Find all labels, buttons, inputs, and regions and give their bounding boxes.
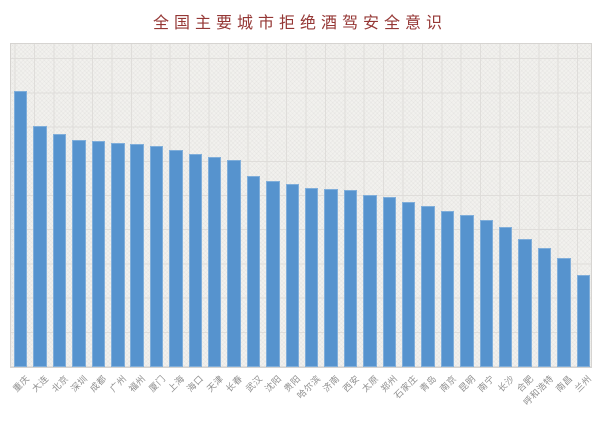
x-axis-label: 天津 xyxy=(204,373,226,394)
bar xyxy=(52,134,67,367)
bar xyxy=(479,220,493,367)
x-axis-label: 南昌 xyxy=(553,373,575,394)
x-axis-label: 石家庄 xyxy=(391,373,420,401)
x-axis-label: 昆明 xyxy=(456,373,478,394)
bar xyxy=(460,215,474,367)
x-axis-label: 太原 xyxy=(359,373,381,394)
x-axis-label: 成都 xyxy=(88,373,109,394)
x-axis-label: 武汉 xyxy=(243,373,264,394)
bar xyxy=(576,275,590,367)
bar xyxy=(169,150,183,367)
bar xyxy=(498,227,513,367)
chart-title: 全国主要城市拒绝酒驾安全意识 xyxy=(152,15,447,32)
x-axis-label: 济南 xyxy=(321,373,342,394)
bar xyxy=(440,211,455,367)
x-axis-label: 南京 xyxy=(437,373,458,394)
bar xyxy=(72,140,86,367)
x-axis-label: 兰州 xyxy=(573,373,594,394)
bar xyxy=(188,154,202,367)
bar xyxy=(518,239,532,367)
x-axis-label: 南宁 xyxy=(476,373,497,394)
x-axis-label: 长沙 xyxy=(495,373,517,394)
bar xyxy=(421,206,435,367)
bar xyxy=(246,176,261,367)
x-axis-label: 重庆 xyxy=(10,373,32,394)
x-axis-label: 郑州 xyxy=(379,373,400,394)
x-axis-label: 青岛 xyxy=(418,373,439,394)
x-axis-label: 沈阳 xyxy=(262,373,284,394)
bar xyxy=(285,184,299,367)
bar xyxy=(401,202,416,367)
x-axis-label: 长春 xyxy=(224,373,245,394)
bar xyxy=(343,190,358,367)
bar xyxy=(266,181,280,367)
x-axis-label: 海口 xyxy=(185,373,206,394)
x-axis-label: 西安 xyxy=(340,373,361,394)
bar xyxy=(324,189,338,367)
x-axis-label: 厦门 xyxy=(146,373,167,394)
x-axis-label: 上海 xyxy=(165,373,187,394)
x-axis-label: 广州 xyxy=(107,373,129,394)
bar xyxy=(363,195,377,367)
x-axis-label: 北京 xyxy=(49,373,70,394)
x-axis-label: 合肥 xyxy=(515,373,536,394)
bar xyxy=(537,248,552,367)
x-axis-label: 呼和浩特 xyxy=(521,373,555,408)
bar xyxy=(130,144,144,367)
bar xyxy=(13,91,28,367)
bar xyxy=(557,258,571,367)
bar xyxy=(91,141,105,367)
bar xyxy=(149,146,164,367)
bar xyxy=(227,160,241,367)
x-axis-label: 深圳 xyxy=(68,373,90,394)
bar xyxy=(382,197,396,367)
bar xyxy=(33,126,47,367)
bar xyxy=(304,188,319,367)
x-axis-label: 贵阳 xyxy=(282,373,303,394)
bar xyxy=(207,157,222,367)
x-axis-label: 哈尔滨 xyxy=(294,373,323,401)
bar xyxy=(111,143,125,367)
plot-area xyxy=(10,43,592,368)
x-axis-label: 福州 xyxy=(127,373,148,394)
x-axis-label: 大连 xyxy=(30,373,51,394)
